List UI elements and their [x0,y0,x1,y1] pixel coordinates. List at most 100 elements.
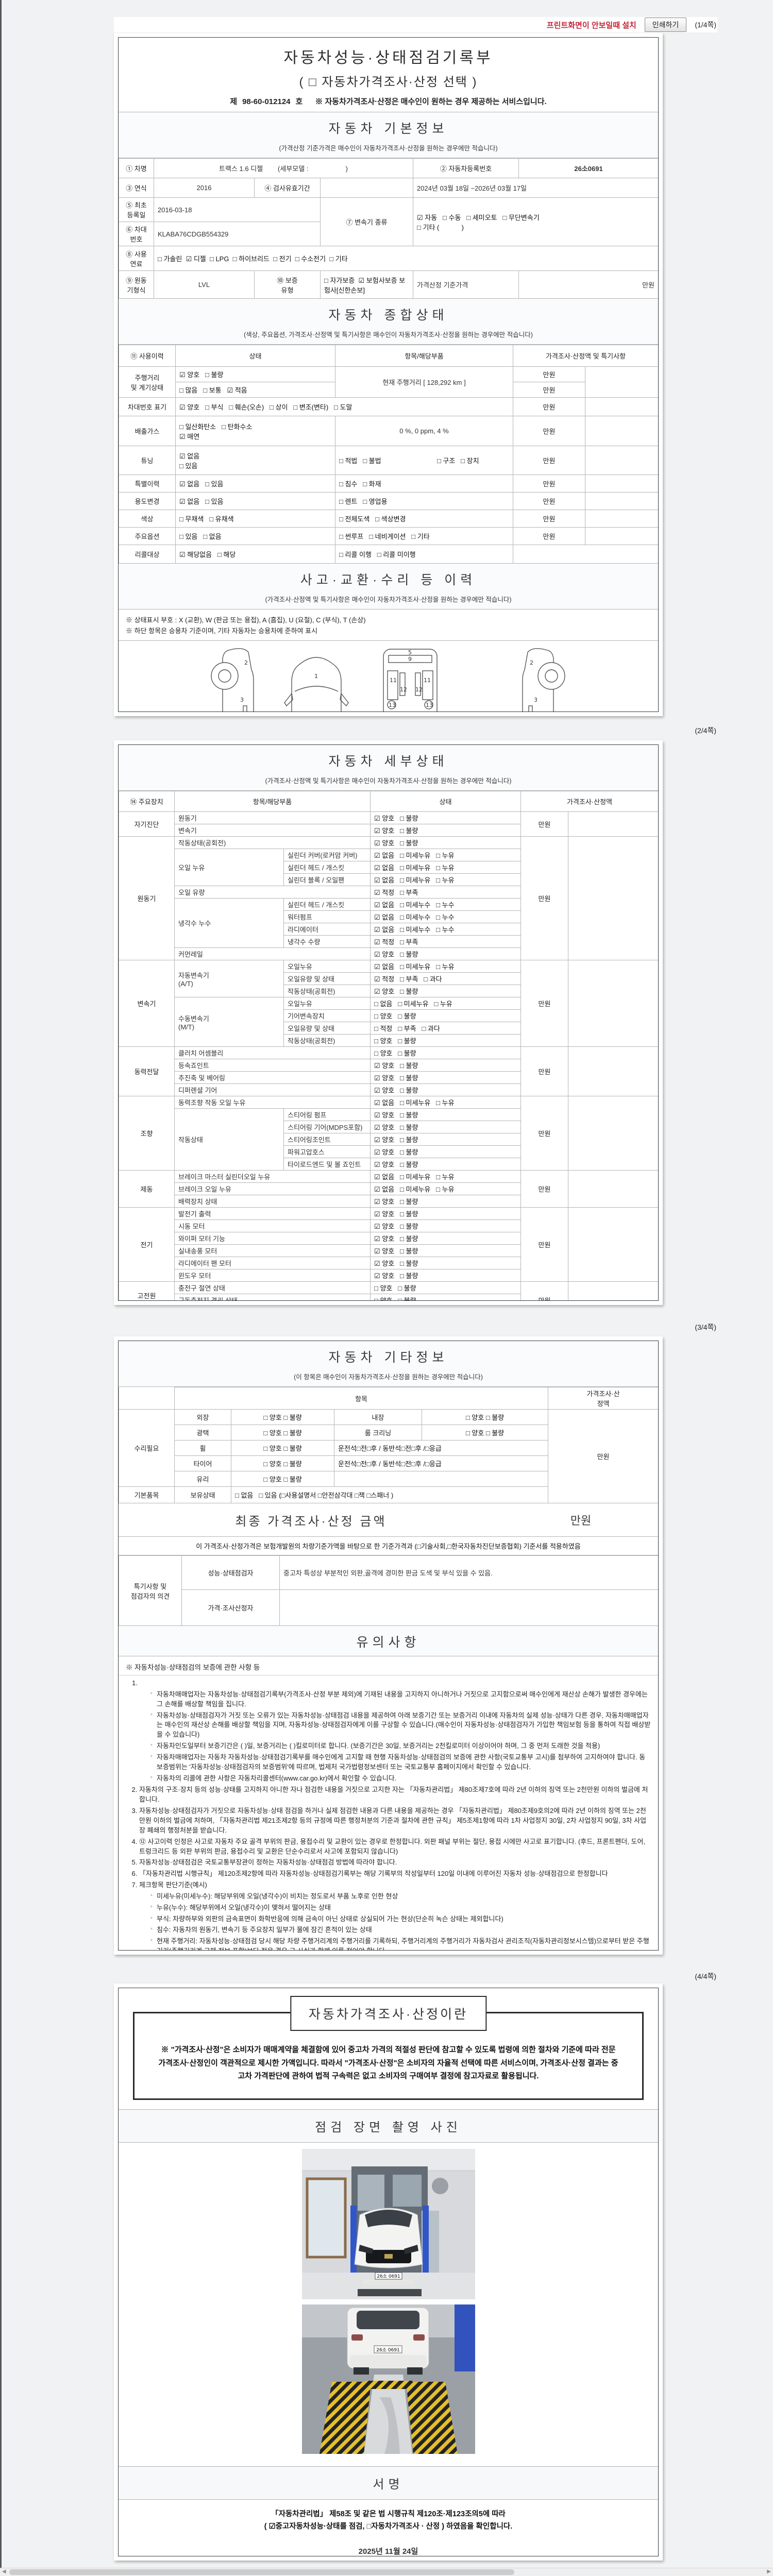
state-code-note: ※ 상태표시 부호 : X (교환), W (판금 또는 용접), A (흠집)… [126,616,366,624]
item-cell: 변속기 [174,824,371,837]
detail-subtitle: (가격조사·산정액 및 특기사항은 매수인이 자동차가격조사·산정을 원하는 경… [265,777,512,785]
header-cell: 가격조사·산정액 [520,791,658,812]
state-cell: ☑ 양호 □ 불량 [370,1207,521,1220]
page-3-box: 자동차 기타정보 (이 항목은 매수인이 자동차가격조사·산정을 원하는 경우에… [118,1341,659,1951]
vin-value: KLABA76CDGB554329 [154,222,321,246]
item-cell: 오일 유량 [174,886,371,899]
blank-cell [584,416,658,446]
detail-table: ⑭ 주요장치 항목/해당부품 상태 가격조사·산정액 자기진단 원동기 ☑ 양호 □… [119,791,658,1300]
special-state: ☑ 없음 □ 있음 [175,474,335,493]
page-marker-4: (4/4쪽) [695,1972,716,1980]
item-cell: 윈도우 모터 [174,1269,371,1282]
blank-cell [584,474,658,493]
opinion-label: 특기사항 및 점검자의 의견 [119,1555,182,1626]
item-cell: 실내송풍 모터 [174,1244,371,1257]
item-cell: 배력장치 상태 [174,1195,371,1208]
notice-item: 체크항목 판단기준(예시) [139,1880,651,1890]
label-cell: ④ 검사유효기간 [254,178,321,198]
state-cell: □ 양호 □ 불량 [231,1471,334,1487]
diagram-number: 2 [530,659,533,666]
price-appraisal-explain-title: 자동차가격조사·산정이란 [290,1996,487,2031]
car-underbody-view [382,649,438,711]
blank-cell [568,1096,658,1171]
car-side-right-view [522,648,565,711]
inspection-photos: 26소 0691 26소 0691 [119,2143,658,2457]
page-marker-2: (2/4쪽) [695,726,716,735]
subitem-cell: 라디에이터 [283,923,371,936]
notice-bullet: 자동차의 리콜에 관한 사항은 자동차리콜센터(www.car.go.kr)에서… [150,1774,651,1784]
state-cell: ☑ 양호 □ 불량 [370,1083,521,1096]
device-group: 변속기 [119,960,175,1047]
state-cell: ☑ 양호 □ 불량 [370,1121,521,1133]
car-diagram-area: 2 3 3 6 8 14 X 1 7 4 5 9 11 11 12 12 13 … [119,641,658,711]
install-print-plugin-link[interactable]: 프린트화면이 안보일때 설치 [546,21,636,30]
notice-item: 자동차성능·상태점검은 국토교통부장관이 정하는 자동차성능·상태점검 방법에 … [139,1858,651,1868]
state-cell: ☑ 없음 □ 미세누유 □ 누유 [370,1096,521,1109]
page-3: 자동차 기타정보 (이 항목은 매수인이 자동차가격조사·산정을 원하는 경우에… [114,1336,663,1955]
label-cell: 배출가스 [119,416,176,446]
law-line-2: ( ☑중고자동차성능·상태를 점검, □자동차가격조사 · 산정 ) 하였음을 … [264,2522,513,2531]
blank-cell [512,545,658,564]
state-cell: ☑ 없음 □ 미세누유 □ 누유 [370,1182,521,1195]
overall-state-subtitle: (색상, 주요옵션, 가격조사·산정액 및 특기사항은 매수인이 자동차가격조사… [244,331,533,338]
sub-label: 외장 [174,1409,231,1425]
print-button[interactable]: 인쇄하기 [644,18,687,32]
scroll-right-arrow-icon[interactable]: ▶ [767,2569,771,2574]
price-cell: 만원 [520,836,568,960]
price-appraisal-explain-box: 자동차가격조사·산정이란 ※ "가격조사·산정"은 소비자가 매매계약을 체결함… [133,1996,644,2100]
subitem-cell: 기어변속장치 [283,1009,371,1022]
header-cell: 항목/해당부품 [174,791,371,812]
etc-subtitle: (이 항목은 매수인이 자동차가격조사·산정을 원하는 경우에만 적습니다) [294,1374,483,1381]
emission-values: 0 %, 0 ppm, 4 % [335,416,513,446]
basic-info-subtitle: (가격산정 기준가격은 매수인이 자동차가격조사·산정을 원하는 경우에만 적습… [279,145,498,152]
scrollbar-thumb[interactable] [9,2569,514,2575]
header-cell: ⑭ 주요장치 [119,791,175,812]
diagram-number: 5 [408,649,412,656]
state-cell: ☑ 양호 □ 불량 [370,811,521,824]
notice-bullet: 침수: 자동차의 원동기, 변속기 등 주요장치 일부가 물에 잠긴 흔적이 있… [150,1925,651,1935]
year-value: 2016 [154,178,255,198]
blank-cell [568,1170,658,1208]
subitem-cell: 파워고압호스 [283,1145,371,1158]
sub-label: 룸 크리닝 [334,1425,422,1440]
usage-items: □ 렌트 □ 영업용 [335,492,513,510]
recall-state: ☑ 해당없음 □ 해당 [175,545,335,564]
basic-info-band: 자동차 기본정보 (가격산정 기준가격은 매수인이 자동차가격조사·산정을 원하… [119,112,658,158]
signature-band: 서명 [119,2466,658,2500]
state-cell: ☑ 양호 □ 불량 [370,1071,521,1084]
page-4-box: 자동차가격조사·산정이란 ※ "가격조사·산정"은 소비자가 매매계약을 체결함… [118,1988,659,2556]
notice-bullet: 현재 주행거리: 자동차성능·상태점검 당시 해당 차량 주행거리계의 주행거리… [150,1937,651,1950]
state-cell: ☑ 양호 □ 불량 [370,1145,521,1158]
notice-item: 자동차의 구조·장치 등의 성능·상태를 고지하지 아니한 자나 점검한 내용을… [139,1785,651,1805]
subitem-cell: 실린더 헤드 / 개스킷 [283,898,371,911]
overall-state-table: ⑪ 사용이력 상태 항목/해당부품 가격조사·산정액 및 특기사항 주행거리 및… [119,345,658,564]
blank-cell [584,397,658,416]
diagram-number: 9 [408,656,412,663]
opinion-row-label: 성능·상태점검자 [181,1555,280,1590]
state-cell: ☑ 양호 □ 불량 [370,1059,521,1072]
state-cell: □ 양호 □ 불량 [231,1409,334,1425]
device-group: 고전원 전기장치 [119,1281,175,1300]
subitem-cell: 오일누유 [283,997,371,1010]
subitem-cell: 냉각수 수량 [283,935,371,948]
rear-license-plate: 26소 0691 [376,2347,400,2353]
state-cell: ☑ 양호 □ 불량 [370,1219,521,1232]
scroll-left-arrow-icon[interactable]: ◀ [2,2569,6,2574]
notice-title: 유의사항 [356,1635,421,1650]
item-cell: 와이퍼 모터 기능 [174,1232,371,1245]
horizontal-scrollbar[interactable]: ◀ ▶ [0,2568,773,2576]
price-cell: 만원 [513,397,585,416]
item-cell: 원동기 [174,811,371,824]
item-cell: 클러치 어셈블리 [174,1046,371,1059]
subitem-cell: 실린더 헤드 / 개스킷 [283,861,371,874]
page-2-box: 자동차 세부상태 (가격조사·산정액 및 특기사항은 매수인이 자동차가격조사·… [118,744,659,1301]
state-cell: ☑ 양호 □ 불량 [370,985,521,997]
subitem-cell: 오일누유 [283,960,371,973]
appraiser-opinion [279,1589,658,1626]
state-cell: □ 적정 □ 부족 □ 과다 [370,1022,521,1035]
subitem-cell: 스티어링 기어(MDPS포함) [283,1121,371,1133]
state-cell: ☑ 양호 □ 불량 [370,824,521,837]
document-title-block: 자동차성능·상태점검기록부 ( □ 자동차가격조사·산정 선택 ) 제 98-6… [119,38,658,112]
basic-info-title: 자동차 기본정보 [328,122,448,136]
header-cell: 항목/해당부품 [335,345,513,367]
